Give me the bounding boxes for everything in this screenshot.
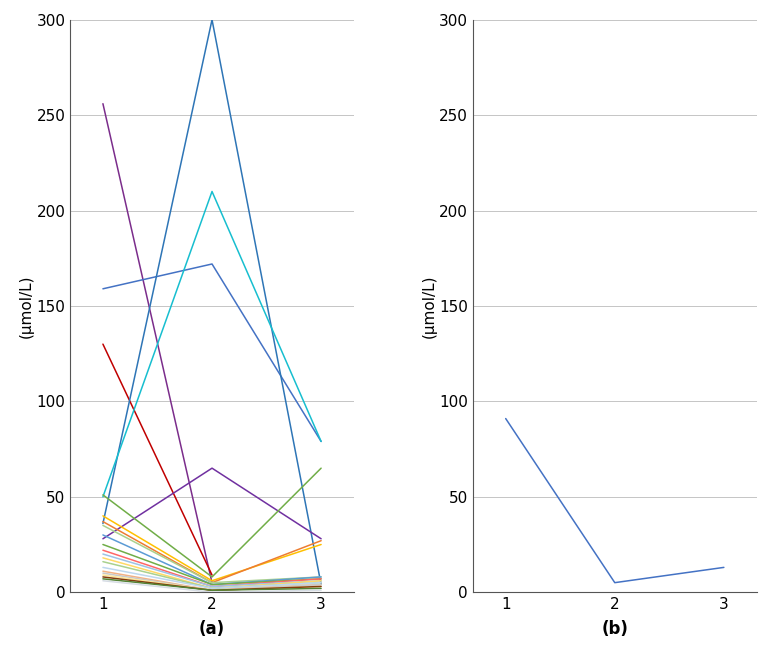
X-axis label: (a): (a)	[199, 620, 225, 638]
X-axis label: (b): (b)	[601, 620, 628, 638]
Y-axis label: (μmol/L): (μmol/L)	[421, 274, 436, 338]
Y-axis label: (μmol/L): (μmol/L)	[19, 274, 34, 338]
